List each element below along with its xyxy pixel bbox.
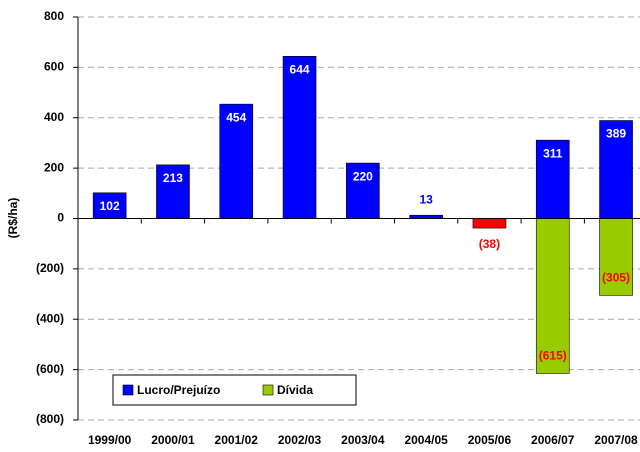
legend-swatch <box>122 384 134 396</box>
bar <box>282 55 317 219</box>
y-tick-label: 400 <box>44 110 64 124</box>
y-tick-label: 0 <box>57 211 64 225</box>
y-tick-label: (800) <box>36 412 64 426</box>
x-tick-label: 2003/04 <box>341 433 385 447</box>
x-tick-label: 2000/01 <box>151 433 195 447</box>
bar <box>219 103 254 219</box>
legend-swatch <box>262 384 274 396</box>
value-label: 454 <box>226 110 246 124</box>
value-label: 220 <box>353 169 373 183</box>
y-tick-label: 200 <box>44 160 64 174</box>
x-tick-label: 2001/02 <box>215 433 259 447</box>
y-tick-label: (600) <box>36 362 64 376</box>
bar <box>535 139 570 219</box>
y-axis-label: (R$/ha) <box>6 198 20 239</box>
value-label: (305) <box>602 270 630 284</box>
legend-label: Dívida <box>277 383 313 397</box>
x-tick-label: 2007/08 <box>594 433 638 447</box>
x-tick-label: 2005/06 <box>468 433 512 447</box>
bar <box>599 120 633 219</box>
y-tick-label: (200) <box>36 261 64 275</box>
bar <box>599 218 633 296</box>
x-tick-label: 2006/07 <box>531 433 575 447</box>
y-tick-label: 600 <box>44 60 64 74</box>
value-label: 13 <box>419 192 433 206</box>
legend-box <box>112 374 357 406</box>
value-label: (38) <box>479 237 500 251</box>
value-label: 644 <box>290 62 310 76</box>
bar <box>92 192 127 219</box>
bar <box>346 162 380 219</box>
value-label: 102 <box>100 199 120 213</box>
legend-label: Lucro/Prejuízo <box>137 383 220 397</box>
y-tick-label: 800 <box>44 9 64 23</box>
value-label: 311 <box>543 146 563 160</box>
value-label: 389 <box>606 127 626 141</box>
bar <box>156 164 190 219</box>
x-tick-label: 2002/03 <box>278 433 322 447</box>
bar <box>472 218 507 229</box>
value-label: (615) <box>539 349 567 363</box>
x-tick-label: 2004/05 <box>404 433 448 447</box>
value-label: 213 <box>163 171 183 185</box>
x-tick-label: 1999/00 <box>88 433 132 447</box>
y-tick-label: (400) <box>36 311 64 325</box>
